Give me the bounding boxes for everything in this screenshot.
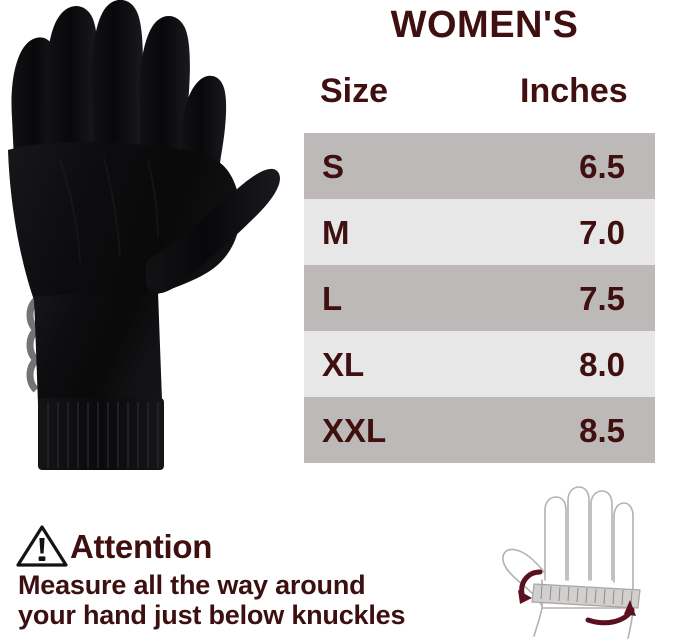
glove-wrist: [34, 292, 162, 404]
hand-outline: [502, 486, 634, 639]
size-chart: WOMEN'S Size Inches S 6.5 M 7.0 L 7.5 XL…: [290, 0, 679, 480]
wrap-arrow-right: [585, 600, 636, 626]
wrap-arrow-left: [518, 569, 543, 604]
glove-finger-middle: [46, 5, 98, 153]
glove-side-ruching: [26, 297, 41, 393]
size-chart-column-headers: Size Inches: [304, 74, 669, 120]
glove-finger-fourth: [139, 16, 190, 156]
attention-block: Attention Measure all the way around you…: [0, 520, 470, 640]
table-row: L 7.5: [304, 265, 655, 331]
cell-inches: 7.0: [579, 213, 625, 251]
attention-note-line-1: Measure all the way around: [18, 570, 366, 600]
warning-triangle-icon: [16, 525, 68, 567]
attention-label: Attention: [70, 527, 213, 565]
cell-inches: 7.5: [579, 279, 625, 317]
cell-inches: 8.0: [579, 345, 625, 383]
glove-seams: [59, 157, 159, 263]
table-row: S 6.5: [304, 133, 655, 199]
glove-product-photo: [0, 0, 290, 500]
attention-note-line-2: your hand just below knuckles: [18, 600, 406, 631]
table-row: XL 8.0: [304, 331, 655, 397]
size-chart-title: WOMEN'S: [390, 4, 579, 46]
column-header-size: Size: [320, 72, 389, 110]
glove-finger-ring: [91, 0, 143, 152]
cell-inches: 8.5: [579, 411, 625, 449]
measuring-tape-icon: [531, 583, 641, 609]
glove-thumb: [145, 168, 280, 294]
column-header-inches: Inches: [520, 72, 628, 110]
attention-note: Measure all the way around your hand jus…: [18, 570, 468, 630]
table-row: M 7.0: [304, 199, 655, 265]
cell-size: XL: [322, 345, 365, 383]
cell-size: M: [322, 213, 350, 251]
table-row: XXL 8.5: [304, 397, 655, 463]
size-table: S 6.5 M 7.0 L 7.5 XL 8.0 XXL 8.5: [304, 133, 655, 463]
hand-measure-diagram: [484, 484, 674, 640]
cell-size: L: [322, 279, 343, 317]
glove-knit-cuff: [38, 398, 164, 470]
cell-size: XXL: [322, 411, 387, 449]
cell-inches: 6.5: [579, 147, 625, 185]
attention-heading: Attention: [16, 524, 212, 568]
cell-size: S: [322, 147, 345, 185]
